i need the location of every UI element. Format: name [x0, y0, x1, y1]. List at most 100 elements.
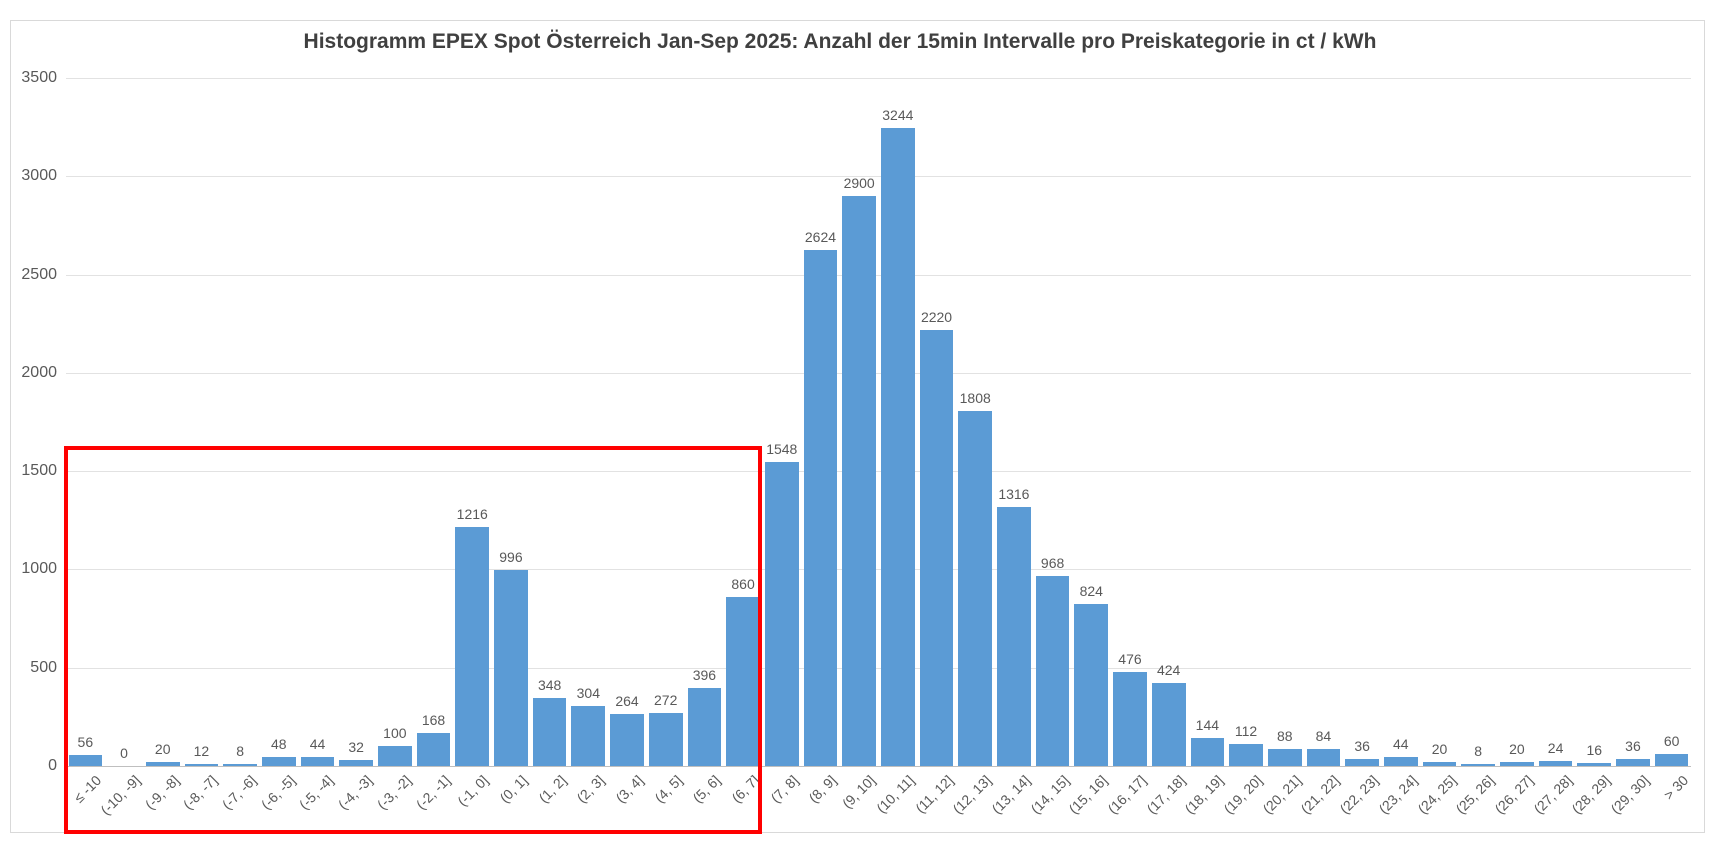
bar-value-label: 2900 — [843, 174, 875, 191]
bar-value-label: 144 — [1195, 716, 1220, 733]
bar-value-label: 24 — [1547, 740, 1564, 757]
histogram-bar — [223, 764, 257, 766]
y-axis-tick-label: 2500 — [21, 265, 57, 283]
histogram-bar — [1345, 758, 1379, 766]
histogram-bar — [764, 461, 799, 766]
histogram-bar — [1616, 758, 1650, 766]
histogram-bar — [184, 763, 219, 766]
gridline — [66, 176, 1691, 178]
histogram-bar — [1538, 761, 1573, 766]
histogram-bar — [455, 526, 490, 766]
bar-value-label: 48 — [270, 735, 287, 752]
gridline — [66, 471, 1691, 473]
y-axis-tick-label: 500 — [30, 658, 57, 676]
bar-value-label: 476 — [1118, 651, 1142, 668]
histogram-bar — [1113, 672, 1147, 766]
bar-value-label: 1316 — [998, 486, 1030, 503]
histogram-bar — [300, 757, 335, 766]
histogram-bar — [687, 688, 722, 766]
bar-value-label: 424 — [1156, 661, 1181, 678]
histogram-bar — [378, 746, 412, 766]
y-axis-tick-label: 2000 — [21, 363, 57, 381]
histogram-bar — [1461, 764, 1496, 766]
bar-value-label: 2624 — [804, 229, 837, 246]
gridline — [66, 78, 1691, 79]
bar-value-label: 44 — [309, 736, 326, 753]
histogram-bar — [610, 714, 644, 766]
bar-value-label: 44 — [1393, 736, 1409, 753]
bar-value-label: 272 — [654, 691, 678, 708]
x-axis-line — [66, 766, 1691, 767]
bar-value-label: 168 — [421, 711, 446, 728]
histogram-bar — [1190, 737, 1225, 766]
histogram-bar — [997, 507, 1031, 766]
bar-value-label: 1216 — [456, 505, 488, 522]
histogram-bar — [1577, 762, 1612, 766]
gridline — [66, 372, 1691, 374]
bar-value-label: 12 — [193, 742, 210, 759]
histogram-bar — [1151, 682, 1186, 766]
histogram-bar — [648, 712, 683, 766]
histogram-bar — [416, 732, 451, 766]
y-axis-tick-label: 3000 — [21, 167, 57, 185]
bar-value-label: 20 — [154, 741, 171, 758]
gridline — [66, 667, 1691, 669]
gridline — [66, 569, 1691, 571]
histogram-bar — [1267, 748, 1302, 766]
bar-value-label: 2220 — [920, 308, 953, 325]
gridline — [66, 274, 1691, 276]
y-axis-tick-label: 0 — [48, 757, 57, 774]
bar-value-label: 36 — [1354, 737, 1370, 754]
histogram-bar — [919, 329, 954, 766]
histogram-bar — [261, 756, 296, 766]
histogram-bar — [1654, 754, 1689, 766]
bar-value-label: 0 — [120, 745, 128, 761]
bar-value-label: 60 — [1663, 733, 1680, 750]
bar-value-label: 8 — [1474, 743, 1483, 760]
histogram-bar — [68, 754, 103, 766]
bar-value-label: 20 — [1431, 741, 1448, 758]
bar-value-label: 56 — [77, 733, 94, 750]
bar-value-label: 36 — [1625, 737, 1641, 754]
histogram-bar — [1500, 762, 1534, 766]
y-axis-tick-label: 3500 — [21, 69, 57, 86]
bar-value-label: 20 — [1509, 741, 1525, 758]
histogram-bar — [145, 762, 180, 766]
y-axis-tick-label: 1000 — [21, 560, 57, 578]
bar-value-label: 16 — [1586, 741, 1603, 758]
bar-value-label: 32 — [348, 738, 364, 755]
bar-value-label: 996 — [499, 549, 523, 566]
bar-value-label: 304 — [576, 685, 600, 702]
histogram-bar — [1383, 757, 1418, 766]
bar-value-label: 348 — [537, 676, 562, 693]
bar-value-label: 824 — [1079, 583, 1103, 600]
bar-value-label: 1548 — [766, 440, 798, 457]
chart-title: Histogramm EPEX Spot Österreich Jan-Sep … — [303, 30, 1377, 53]
bar-value-label: 1808 — [959, 389, 991, 406]
histogram-bar — [803, 250, 838, 766]
bar-value-label: 88 — [1276, 727, 1293, 744]
histogram-bar — [494, 570, 528, 766]
histogram-bar — [726, 596, 760, 766]
histogram-bar — [1229, 743, 1263, 766]
histogram-bar — [532, 697, 567, 766]
bar-value-label: 968 — [1040, 554, 1065, 571]
y-axis-tick-label: 1500 — [21, 462, 57, 480]
bar-value-label: 396 — [692, 667, 717, 684]
histogram-bar — [842, 195, 876, 766]
histogram-bar — [571, 706, 606, 766]
histogram-bar — [339, 759, 374, 766]
histogram-bar — [1422, 762, 1457, 766]
bar-value-label: 264 — [615, 693, 639, 710]
histogram-bar — [1035, 575, 1070, 766]
histogram-bar — [1074, 604, 1109, 766]
histogram-bar — [1306, 749, 1341, 766]
bar-value-label: 3244 — [882, 107, 914, 124]
bar-value-label: 100 — [383, 725, 407, 742]
bar-value-label: 860 — [731, 575, 755, 592]
histogram-bar — [881, 128, 915, 766]
bar-value-label: 84 — [1315, 728, 1332, 745]
bar-value-label: 112 — [1234, 722, 1258, 739]
bar-value-label: 8 — [236, 743, 244, 760]
